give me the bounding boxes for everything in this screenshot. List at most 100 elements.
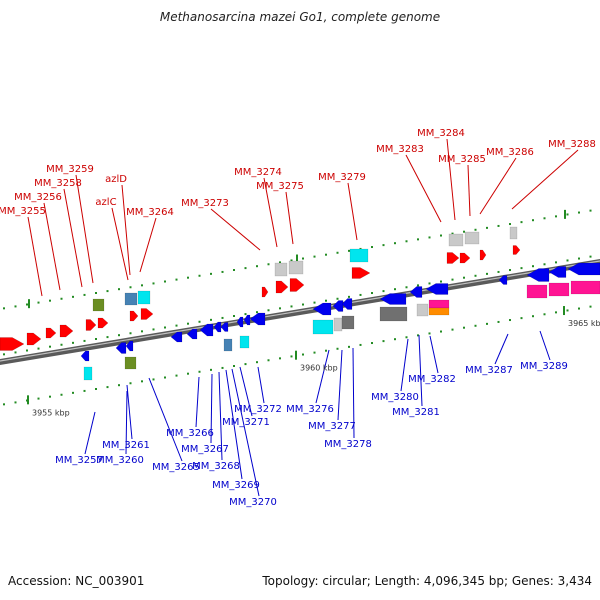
forward-gene-arrow xyxy=(97,317,109,329)
feature-block xyxy=(464,231,480,245)
label-leader-line xyxy=(218,371,223,461)
reverse-gene-label: MM_3281 xyxy=(392,407,440,418)
label-leader-line xyxy=(285,191,294,245)
forward-gene-arrow xyxy=(459,252,471,264)
forward-gene-arrow xyxy=(479,249,487,261)
reverse-gene-label: MM_3280 xyxy=(371,392,419,403)
feature-block xyxy=(416,303,429,317)
forward-gene-label: MM_3274 xyxy=(234,167,282,178)
reverse-gene-label: MM_3269 xyxy=(212,480,260,491)
forward-gene-arrow xyxy=(512,245,521,255)
reverse-gene-arrow xyxy=(567,262,600,276)
forward-gene-label: MM_3275 xyxy=(256,181,304,192)
reverse-gene-label: MM_3282 xyxy=(408,374,456,385)
label-leader-line xyxy=(121,184,131,276)
reverse-gene-label: MM_3278 xyxy=(324,439,372,450)
forward-gene-arrow xyxy=(261,286,269,298)
reverse-gene-label: MM_3267 xyxy=(181,444,229,455)
feature-block xyxy=(239,335,250,349)
label-leader-line xyxy=(257,366,265,404)
label-leader-line xyxy=(84,411,96,455)
reverse-gene-label: MM_3265 xyxy=(152,462,200,473)
forward-gene-arrow xyxy=(140,308,154,320)
label-leader-line xyxy=(405,154,442,223)
forward-gene-label: MM_3264 xyxy=(126,207,174,218)
label-leader-line xyxy=(511,149,579,210)
forward-gene-arrow xyxy=(446,252,460,264)
forward-gene-arrow xyxy=(59,324,74,338)
reverse-gene-arrow xyxy=(186,328,198,340)
forward-gene-arrow xyxy=(45,327,57,339)
label-leader-line xyxy=(400,338,409,392)
label-leader-line xyxy=(494,333,509,365)
reverse-gene-label: MM_3257 xyxy=(55,455,103,466)
feature-block xyxy=(548,282,570,297)
forward-gene-label: MM_3256 xyxy=(14,192,62,203)
label-leader-line xyxy=(231,368,260,497)
label-leader-line xyxy=(263,177,278,248)
reverse-gene-arrow xyxy=(379,293,407,305)
feature-block xyxy=(124,292,138,306)
label-leader-line xyxy=(225,369,243,480)
feature-block xyxy=(509,226,518,240)
label-leader-line xyxy=(429,335,439,374)
tick-label: 3955 kbp xyxy=(32,408,70,417)
forward-gene-arrow xyxy=(129,310,139,322)
reverse-gene-label: MM_3287 xyxy=(465,365,513,376)
reverse-gene-label: MM_3276 xyxy=(286,404,334,415)
reverse-gene-label: MM_3289 xyxy=(520,361,568,372)
label-leader-line xyxy=(126,384,133,440)
reverse-gene-label: MM_3261 xyxy=(102,440,150,451)
reverse-gene-arrow xyxy=(548,266,567,278)
forward-gene-arrow xyxy=(351,267,371,279)
reverse-gene-arrow xyxy=(125,340,134,352)
forward-gene-arrow xyxy=(275,280,289,294)
label-leader-line xyxy=(467,164,471,217)
feature-block xyxy=(223,338,233,352)
forward-gene-label: MM_3258 xyxy=(34,178,82,189)
forward-gene-label: MM_3285 xyxy=(438,154,486,165)
reverse-gene-label: MM_3268 xyxy=(192,461,240,472)
forward-gene-label: MM_3283 xyxy=(376,144,424,155)
map-title: Methanosarcina mazei Go1, complete genom… xyxy=(159,10,441,24)
reverse-gene-label: MM_3260 xyxy=(96,455,144,466)
reverse-gene-label: MM_3277 xyxy=(308,421,356,432)
reverse-gene-arrow xyxy=(425,283,449,295)
feature-block xyxy=(349,248,369,263)
feature-block xyxy=(526,284,548,299)
label-leader-line xyxy=(27,216,43,297)
forward-gene-label: MM_3286 xyxy=(486,147,534,158)
reverse-gene-arrow xyxy=(115,342,127,354)
label-leader-line xyxy=(125,390,128,455)
reverse-gene-arrow xyxy=(312,302,332,316)
reverse-gene-arrow xyxy=(236,316,244,328)
label-leader-line xyxy=(352,347,355,439)
forward-gene-label: MM_3284 xyxy=(417,128,465,139)
feature-block xyxy=(570,280,600,295)
feature-block xyxy=(379,306,408,322)
forward-gene-arrow xyxy=(85,319,97,331)
tick-label: 3960 kbp xyxy=(300,364,338,373)
forward-gene-label: MM_3279 xyxy=(318,172,366,183)
accession-text: Accession: NC_003901 xyxy=(8,574,145,588)
feature-block xyxy=(448,233,464,247)
feature-block xyxy=(333,317,343,332)
reverse-gene-arrow xyxy=(220,322,229,332)
forward-gene-arrow xyxy=(0,337,25,351)
reverse-gene-label: MM_3266 xyxy=(166,428,214,439)
forward-gene-label: MM_3259 xyxy=(46,164,94,175)
forward-gene-label: azlC xyxy=(95,197,116,208)
reverse-gene-label: MM_3270 xyxy=(229,497,277,508)
forward-gene-label: MM_3273 xyxy=(181,198,229,209)
feature-block xyxy=(312,319,334,335)
feature-block xyxy=(428,299,450,309)
reverse-gene-label: MM_3271 xyxy=(222,417,270,428)
label-leader-line xyxy=(63,188,83,288)
label-leader-line xyxy=(111,207,129,281)
label-leader-line xyxy=(418,334,423,407)
feature-block xyxy=(92,298,105,312)
forward-gene-label: MM_3255 xyxy=(0,206,46,217)
forward-gene-arrow xyxy=(289,278,305,292)
reverse-gene-arrow xyxy=(199,323,214,337)
